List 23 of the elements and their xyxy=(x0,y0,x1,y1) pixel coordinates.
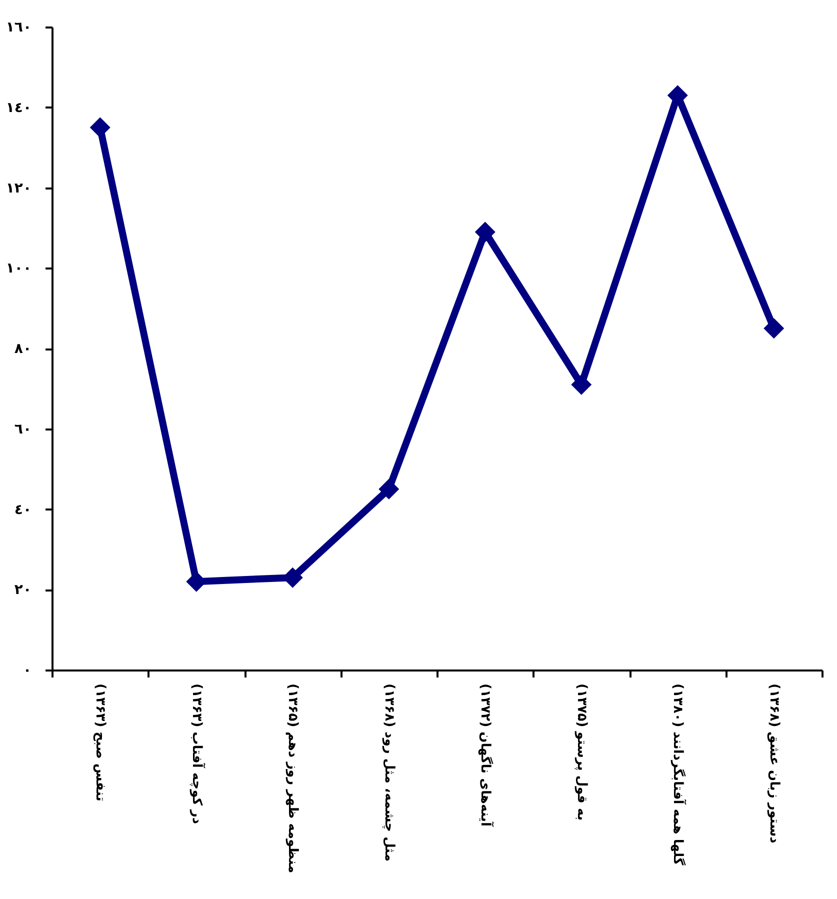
point xyxy=(667,85,688,106)
x-tick-label: مثل چشمه، مثل رود (۱۳۶۸) xyxy=(381,684,396,862)
y-tick-label: ٤٠ xyxy=(14,502,32,518)
y-tick-label: ٠ xyxy=(22,662,32,678)
x-tick-label: آینه‌های ناگهان (۱۳۷۲) xyxy=(478,684,495,827)
y-tick-label: ١٢٠ xyxy=(6,180,32,196)
point xyxy=(90,117,110,138)
y-tick-label: ٢٠ xyxy=(14,582,32,598)
point xyxy=(474,222,496,242)
x-tick-label: گلها همه آفتابگردانند (۱۳۸۰) xyxy=(670,684,688,866)
x-tick-label: به قول پرستو (۱۳۷۵) xyxy=(574,684,589,821)
x-tick-label: دستور زبان عشق (۱۳۶۸) xyxy=(766,684,782,844)
y-tick-label: ١٦٠ xyxy=(6,20,32,36)
point xyxy=(764,318,784,339)
x-tick-label: در کوچه آفتاب (۱۳۶۳) xyxy=(188,684,206,824)
y-tick-label: ٦٠ xyxy=(14,421,32,438)
y-tick-label: ١٤٠ xyxy=(6,100,32,116)
point xyxy=(571,374,592,395)
x-tick-label: تنفس صبح (۱۳۶۳) xyxy=(92,684,108,802)
y-tick-label: ١٠٠ xyxy=(6,260,32,277)
x-tick-label: منظومه ظهر روز دهم (۱۳۶۵) xyxy=(285,684,300,874)
point xyxy=(378,478,400,500)
y-tick-label: ٨٠ xyxy=(14,341,32,357)
